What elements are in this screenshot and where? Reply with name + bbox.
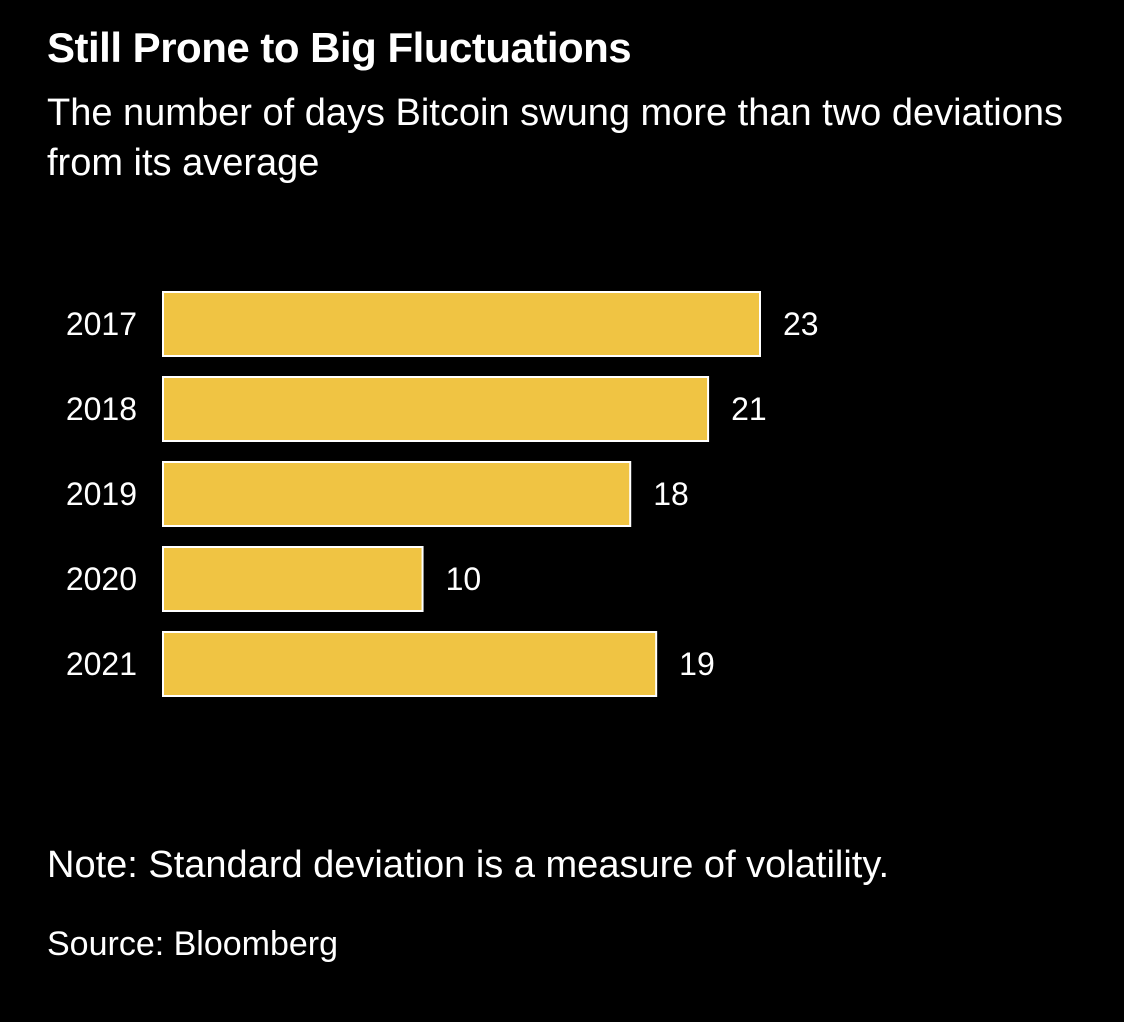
value-label-2021: 19 <box>679 646 715 682</box>
category-label-2020: 2020 <box>66 561 137 597</box>
chart-source: Source: Bloomberg <box>47 925 339 963</box>
category-label-2019: 2019 <box>66 476 137 512</box>
bars-layer: 2017 23 2018 21 2019 18 2020 10 2021 19 <box>66 291 819 697</box>
value-label-2018: 21 <box>731 391 767 427</box>
chart-note: Note: Standard deviation is a measure of… <box>47 844 890 886</box>
bar-chart: 2017 23 2018 21 2019 18 2020 10 2021 19 <box>66 291 819 697</box>
bar-2018 <box>162 376 710 442</box>
value-label-2020: 10 <box>446 561 482 597</box>
category-label-2017: 2017 <box>66 306 137 342</box>
chart-title: Still Prone to Big Fluctuations <box>47 24 632 71</box>
bar-2021 <box>162 631 658 697</box>
category-label-2018: 2018 <box>66 391 137 427</box>
value-label-2017: 23 <box>783 306 819 342</box>
bar-2017 <box>162 291 761 357</box>
bar-2019 <box>162 461 632 527</box>
category-label-2021: 2021 <box>66 646 137 682</box>
bar-2020 <box>162 546 424 612</box>
chart-subtitle: The number of days Bitcoin swung more th… <box>47 92 1063 184</box>
value-label-2019: 18 <box>653 476 689 512</box>
